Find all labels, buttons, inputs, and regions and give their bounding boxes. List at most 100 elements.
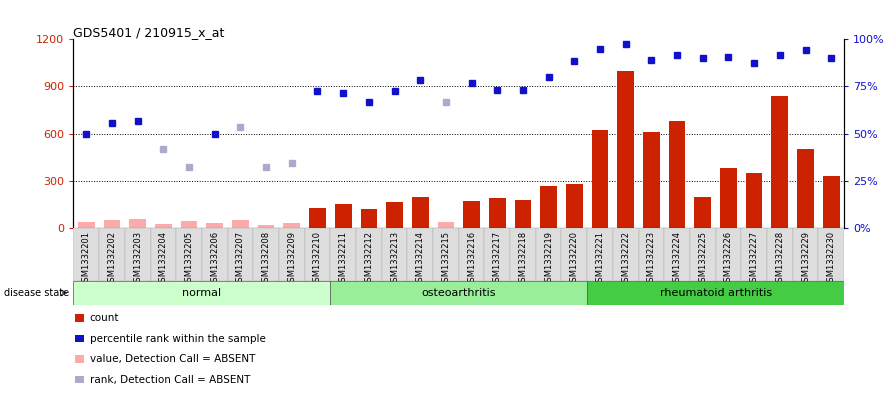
Bar — [78, 222, 95, 228]
Text: GSM1332218: GSM1332218 — [519, 231, 528, 287]
Bar — [823, 176, 840, 228]
Text: osteoarthritis: osteoarthritis — [421, 288, 496, 298]
Bar — [228, 228, 254, 281]
Bar — [745, 173, 762, 228]
Text: GSM1332228: GSM1332228 — [775, 231, 784, 287]
Bar — [639, 228, 664, 281]
Bar — [587, 228, 613, 281]
Text: GSM1332214: GSM1332214 — [416, 231, 425, 286]
Text: GSM1332211: GSM1332211 — [339, 231, 348, 286]
Bar — [283, 223, 300, 228]
Text: GDS5401 / 210915_x_at: GDS5401 / 210915_x_at — [73, 26, 225, 39]
Text: GSM1332205: GSM1332205 — [185, 231, 194, 286]
Text: GSM1332216: GSM1332216 — [467, 231, 476, 287]
Bar — [335, 204, 351, 228]
Bar — [433, 228, 459, 281]
Bar — [797, 149, 814, 228]
Text: GSM1332227: GSM1332227 — [750, 231, 759, 287]
Text: GSM1332210: GSM1332210 — [313, 231, 322, 286]
Bar — [129, 219, 146, 228]
Bar — [74, 355, 84, 363]
Bar — [510, 228, 536, 281]
Bar — [463, 201, 480, 228]
Text: GSM1332207: GSM1332207 — [236, 231, 245, 287]
Bar — [305, 228, 331, 281]
Bar — [99, 228, 125, 281]
Text: normal: normal — [183, 288, 221, 298]
Bar — [74, 314, 84, 322]
Bar — [720, 168, 737, 228]
Text: percentile rank within the sample: percentile rank within the sample — [90, 334, 265, 344]
Bar — [73, 281, 331, 305]
Bar — [279, 228, 305, 281]
Bar — [331, 281, 587, 305]
Bar — [690, 228, 716, 281]
Text: GSM1332201: GSM1332201 — [82, 231, 90, 286]
Text: GSM1332222: GSM1332222 — [621, 231, 630, 286]
Bar — [591, 130, 608, 228]
Bar — [155, 224, 172, 228]
Text: GSM1332225: GSM1332225 — [698, 231, 707, 286]
Bar — [206, 223, 223, 228]
Bar — [177, 228, 202, 281]
Text: GSM1332226: GSM1332226 — [724, 231, 733, 287]
Text: GSM1332212: GSM1332212 — [365, 231, 374, 286]
Text: disease state: disease state — [4, 288, 70, 298]
Text: rank, Detection Call = ABSENT: rank, Detection Call = ABSENT — [90, 375, 250, 385]
Text: GSM1332217: GSM1332217 — [493, 231, 502, 287]
Text: GSM1332220: GSM1332220 — [570, 231, 579, 286]
Text: count: count — [90, 313, 119, 323]
Bar — [459, 228, 485, 281]
Bar — [151, 228, 177, 281]
Bar — [540, 186, 557, 228]
Bar — [232, 220, 249, 228]
Bar — [258, 225, 274, 228]
Bar — [254, 228, 279, 281]
Text: GSM1332206: GSM1332206 — [211, 231, 220, 287]
Text: GSM1332213: GSM1332213 — [390, 231, 399, 287]
Bar — [73, 228, 99, 281]
Text: GSM1332224: GSM1332224 — [673, 231, 682, 286]
Text: GSM1332215: GSM1332215 — [442, 231, 451, 286]
Text: rheumatoid arthritis: rheumatoid arthritis — [659, 288, 771, 298]
Bar — [613, 228, 639, 281]
Bar — [74, 376, 84, 384]
Text: GSM1332208: GSM1332208 — [262, 231, 271, 287]
Bar — [793, 228, 818, 281]
Bar — [694, 196, 711, 228]
Text: GSM1332203: GSM1332203 — [134, 231, 142, 287]
Text: GSM1332202: GSM1332202 — [108, 231, 116, 286]
Text: GSM1332221: GSM1332221 — [596, 231, 605, 286]
Bar — [489, 198, 505, 228]
Bar — [767, 228, 793, 281]
Bar — [360, 209, 377, 228]
Bar — [668, 121, 685, 228]
Bar — [716, 228, 741, 281]
Bar — [74, 334, 84, 342]
Bar — [386, 202, 403, 228]
Bar — [643, 132, 659, 228]
Bar — [485, 228, 510, 281]
Bar — [771, 96, 788, 228]
Bar — [181, 221, 197, 228]
Bar — [125, 228, 151, 281]
Text: GSM1332209: GSM1332209 — [288, 231, 297, 286]
Bar — [382, 228, 408, 281]
Bar — [566, 184, 582, 228]
Bar — [818, 228, 844, 281]
Bar — [562, 228, 587, 281]
Bar — [514, 200, 531, 228]
Bar — [331, 228, 356, 281]
Bar — [202, 228, 228, 281]
Text: GSM1332229: GSM1332229 — [801, 231, 810, 286]
Bar — [309, 208, 326, 228]
Bar — [408, 228, 433, 281]
Bar — [356, 228, 382, 281]
Text: value, Detection Call = ABSENT: value, Detection Call = ABSENT — [90, 354, 255, 364]
Bar — [617, 71, 634, 228]
Text: GSM1332204: GSM1332204 — [159, 231, 168, 286]
Bar — [664, 228, 690, 281]
Bar — [741, 228, 767, 281]
Bar — [587, 281, 844, 305]
Text: GSM1332219: GSM1332219 — [544, 231, 553, 286]
